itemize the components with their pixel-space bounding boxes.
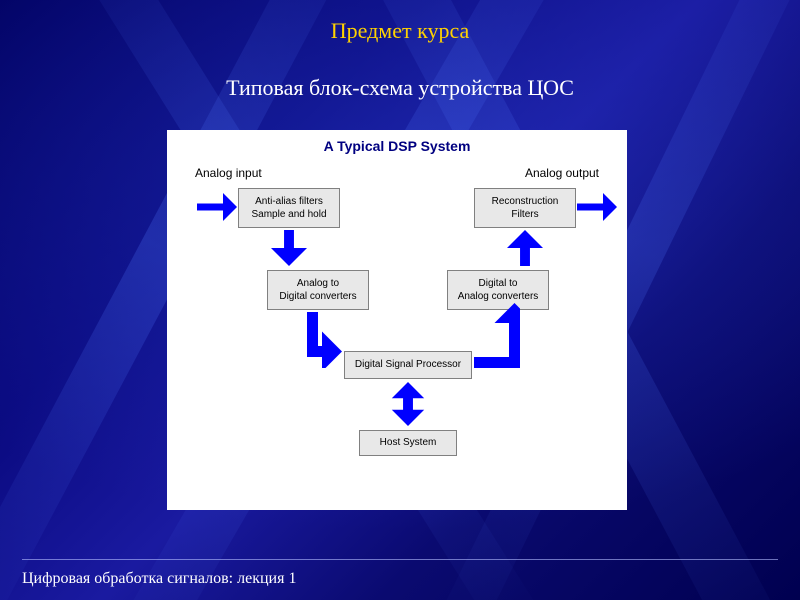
diagram-panel: A Typical DSP System Analog input Analog… <box>167 130 627 510</box>
analog-output-label: Analog output <box>525 166 599 180</box>
node-label: Analog converters <box>458 290 539 304</box>
node-label: Filters <box>511 208 538 222</box>
node-label: Digital Signal Processor <box>355 358 461 372</box>
arrow-dsp-host <box>390 382 426 431</box>
diagram-title: A Typical DSP System <box>167 138 627 154</box>
node-label: Reconstruction <box>492 195 559 209</box>
arrow-adc-to-dsp <box>307 312 362 373</box>
node-reconstruction-filters: ReconstructionFilters <box>474 188 576 228</box>
node-host-system: Host System <box>359 430 457 456</box>
node-antialias-filters: Anti-alias filtersSample and hold <box>238 188 340 228</box>
footer-rule <box>22 559 778 560</box>
node-label: Digital converters <box>279 290 356 304</box>
arrow-in-to-antialias <box>197 193 237 226</box>
slide-subtitle: Типовая блок-схема устройства ЦОС <box>0 75 800 101</box>
arrow-dsp-to-dac <box>474 303 520 373</box>
node-label: Anti-alias filters <box>255 195 323 209</box>
analog-input-label: Analog input <box>195 166 262 180</box>
arrow-dac-to-rec <box>507 230 543 271</box>
node-label: Analog to <box>297 277 339 291</box>
node-label: Digital to <box>479 277 518 291</box>
arrow-rec-to-out <box>577 193 617 226</box>
node-dsp: Digital Signal Processor <box>344 351 472 379</box>
slide-title: Предмет курса <box>0 18 800 44</box>
node-label: Host System <box>380 436 437 450</box>
arrow-antialias-to-adc <box>271 230 307 271</box>
node-adc: Analog toDigital converters <box>267 270 369 310</box>
slide-footer: Цифровая обработка сигналов: лекция 1 <box>22 570 296 588</box>
node-label: Sample and hold <box>251 208 326 222</box>
